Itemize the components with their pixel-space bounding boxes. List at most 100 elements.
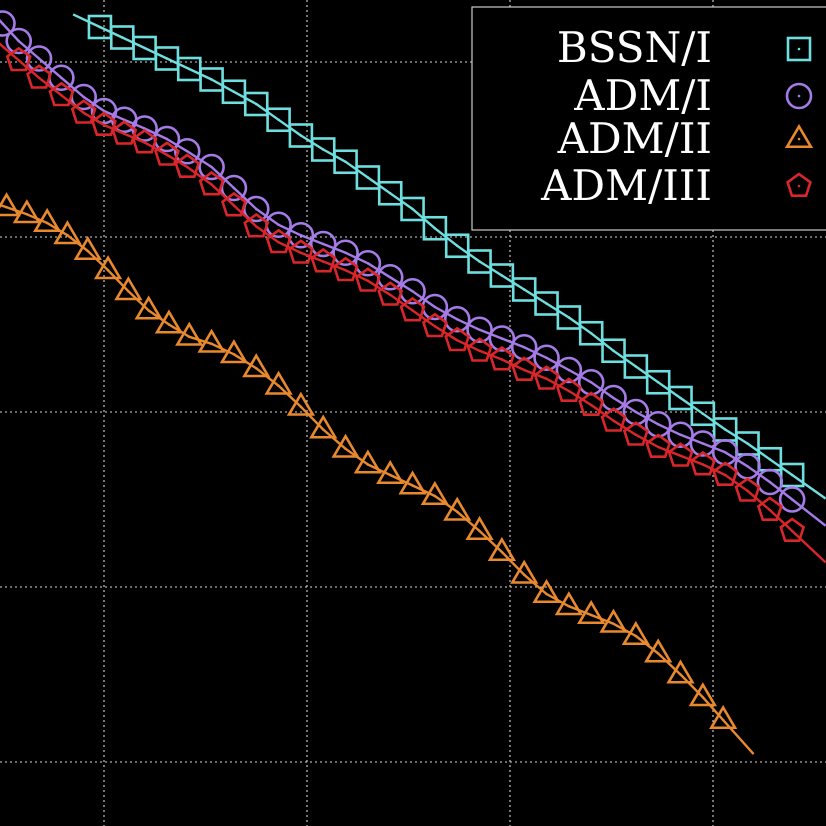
data-point [353, 449, 383, 474]
data-point [600, 407, 627, 432]
legend-label-adm-i: ADM/I [573, 71, 712, 120]
data-point [555, 356, 583, 384]
data-point [220, 191, 247, 217]
legend-markers [784, 36, 814, 197]
data-point [645, 369, 671, 395]
data-point [578, 320, 604, 346]
data-point [712, 461, 739, 487]
data-point [532, 578, 561, 604]
data-point [534, 291, 559, 316]
data-point [399, 296, 426, 322]
data-point [198, 170, 225, 196]
data-point [444, 326, 471, 352]
data-point [577, 599, 606, 625]
data-point [779, 462, 805, 488]
data-point [286, 391, 316, 416]
data-point [288, 123, 314, 148]
data-point [354, 267, 381, 292]
data-point [443, 496, 472, 521]
data-point [400, 196, 425, 222]
legend-box [471, 6, 826, 231]
data-point [488, 345, 515, 371]
data-point [465, 515, 494, 541]
data-point [556, 305, 582, 330]
data-point [0, 10, 16, 37]
data-point [533, 344, 560, 372]
data-point [198, 153, 225, 181]
data-point [511, 356, 538, 382]
series-layer [0, 10, 826, 755]
data-point [689, 430, 717, 457]
data-point [48, 81, 75, 107]
data-point [689, 450, 716, 476]
data-point [778, 486, 806, 513]
data-point [197, 328, 226, 353]
series-line [0, 42, 826, 564]
data-point [243, 212, 270, 238]
data-point [668, 385, 693, 411]
data-point [287, 239, 314, 264]
legend-label-adm-iii: ADM/III [540, 161, 712, 210]
data-point [91, 111, 117, 136]
data-point [111, 120, 138, 145]
data-point [377, 180, 403, 206]
data-point [734, 477, 761, 502]
data-point [622, 421, 649, 446]
data-point [309, 414, 338, 439]
data-point [420, 480, 450, 506]
data-point [645, 433, 672, 459]
legend: BSSN/I ADM/I ADM/II ADM/III [471, 6, 826, 231]
legend-label-bssn-i: BSSN/I [557, 23, 712, 72]
data-point [5, 46, 32, 72]
data-point [488, 325, 516, 352]
data-point [332, 256, 359, 282]
series-adm-iii [0, 42, 826, 564]
data-point [134, 295, 163, 320]
data-point [688, 682, 717, 707]
data-point [53, 220, 82, 245]
data-point [332, 239, 359, 267]
data-point [644, 638, 673, 663]
data-point [376, 459, 405, 485]
data-point [756, 468, 784, 496]
data-point [25, 45, 53, 72]
data-point [377, 281, 404, 306]
data-point [444, 233, 470, 259]
data-point [26, 64, 53, 89]
data-point [175, 321, 204, 346]
data-point [266, 107, 291, 133]
data-point [287, 221, 315, 249]
legend-marker-adm-iii [786, 172, 812, 197]
legend-marker-bssn-i [786, 36, 812, 62]
legend-marker-adm-ii [784, 123, 814, 149]
data-point [264, 370, 293, 395]
data-point [173, 137, 201, 165]
data-point [690, 401, 716, 427]
data-point [601, 338, 626, 364]
data-point [73, 235, 102, 261]
data-point [756, 496, 783, 522]
series-adm-i [0, 10, 826, 527]
data-point [466, 316, 493, 344]
data-point [554, 591, 584, 616]
data-point [310, 247, 337, 273]
data-point [467, 249, 492, 274]
data-point [510, 559, 539, 584]
data-point [265, 228, 292, 254]
data-point [555, 377, 582, 403]
data-point [174, 153, 201, 178]
data-point [487, 536, 517, 562]
data-point [93, 255, 123, 280]
data-point [33, 207, 62, 233]
data-point [533, 365, 560, 390]
data-point [667, 442, 694, 467]
data-point [621, 620, 651, 646]
data-point [466, 337, 493, 362]
data-point [153, 141, 180, 166]
data-point [242, 353, 271, 378]
data-point [131, 128, 158, 154]
data-point [421, 312, 448, 338]
data-point [331, 433, 360, 458]
data-point [511, 277, 537, 302]
